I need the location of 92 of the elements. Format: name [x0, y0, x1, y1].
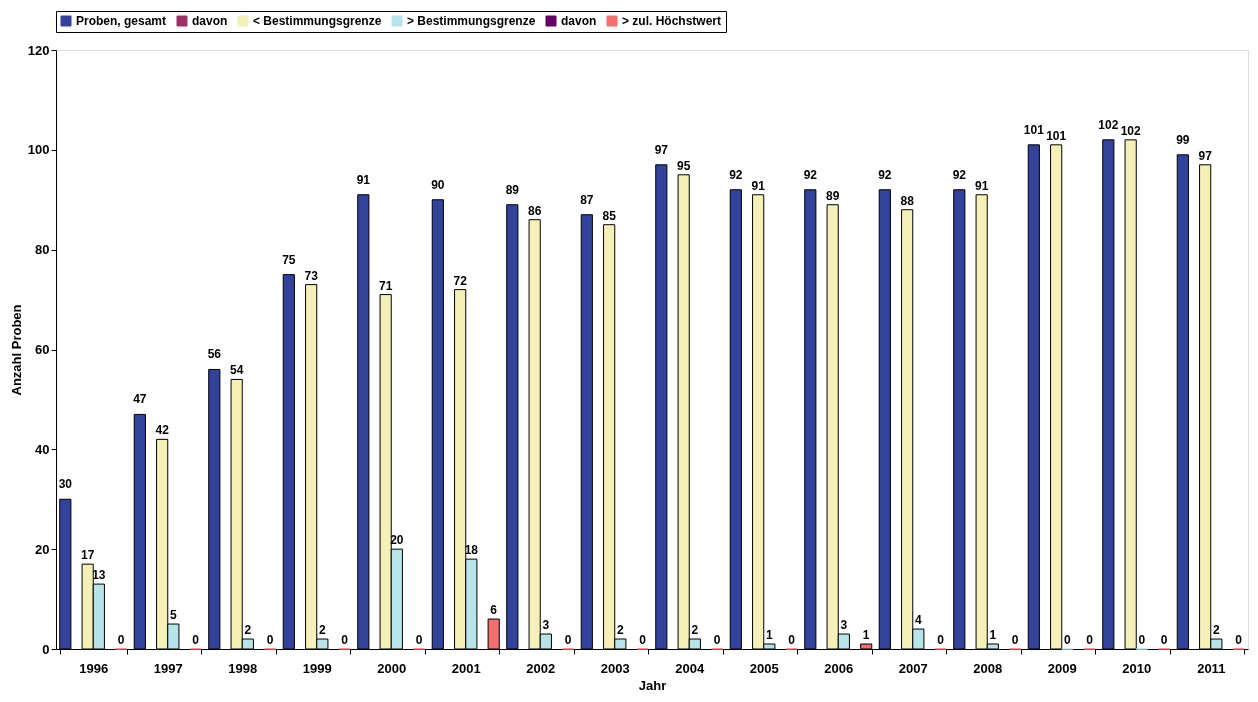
data-label: 42 — [155, 423, 170, 438]
x-tick-label: 2009 — [1047, 660, 1077, 676]
data-label: 2 — [318, 623, 326, 638]
y-tick-label: 20 — [35, 541, 50, 557]
legend-label: > zul. Höchstwert — [622, 14, 722, 28]
x-tick-label: 2002 — [526, 660, 556, 676]
data-label: 71 — [378, 278, 393, 293]
data-label: 101 — [1023, 122, 1045, 137]
data-label: 2 — [1212, 623, 1220, 638]
y-tick-label: 80 — [35, 242, 50, 258]
data-label: 0 — [564, 633, 572, 647]
x-tick-label: 2007 — [898, 660, 928, 676]
data-label: 92 — [952, 167, 967, 182]
data-label: 0 — [1160, 633, 1168, 647]
data-label: 101 — [1046, 128, 1067, 143]
data-label: 47 — [133, 392, 147, 407]
data-label: 95 — [676, 158, 691, 173]
data-label: 3 — [840, 618, 848, 633]
data-label: 91 — [974, 178, 989, 193]
x-tick-label: 2008 — [973, 660, 1003, 676]
data-label: 17 — [80, 548, 95, 563]
x-tick-label: 2003 — [600, 660, 630, 676]
x-tick-label: 1997 — [153, 660, 183, 676]
legend-label: < Bestimmungsgrenze — [253, 14, 382, 28]
data-label: 5 — [169, 608, 177, 623]
data-label: 85 — [602, 208, 617, 223]
data-label: 90 — [431, 177, 445, 192]
x-tick-label: 2005 — [749, 660, 779, 676]
x-tick-label: 1998 — [228, 660, 258, 676]
legend-label: davon — [561, 14, 597, 28]
data-label: 4 — [914, 613, 922, 628]
data-label: 0 — [1063, 633, 1071, 647]
x-tick-label: 2000 — [377, 660, 407, 676]
data-label: 2 — [616, 623, 624, 638]
x-tick-label: 2001 — [451, 660, 481, 676]
y-tick-label: 0 — [42, 641, 50, 657]
data-label: 0 — [266, 633, 274, 647]
data-label: 0 — [1011, 633, 1019, 647]
data-label: 99 — [1176, 132, 1190, 147]
data-label: 86 — [527, 203, 542, 218]
x-axis-title: Jahr — [638, 677, 667, 693]
data-label: 91 — [751, 178, 766, 193]
data-label: 89 — [825, 188, 840, 203]
data-label: 6 — [490, 603, 498, 618]
y-tick-label: 40 — [35, 441, 50, 457]
data-label: 0 — [1235, 633, 1243, 647]
x-tick-label: 2006 — [824, 660, 854, 676]
data-label: 97 — [654, 142, 669, 157]
data-label: 72 — [453, 273, 468, 288]
data-label: 88 — [900, 193, 915, 208]
data-label: 54 — [229, 363, 244, 378]
data-label: 1 — [989, 628, 997, 643]
data-label: 73 — [304, 268, 319, 283]
data-label: 1 — [765, 628, 773, 643]
data-label: 87 — [580, 192, 594, 207]
data-label: 75 — [282, 252, 296, 267]
data-label: 2 — [691, 623, 699, 638]
data-label: 0 — [639, 633, 647, 647]
data-label: 91 — [356, 172, 371, 187]
data-label: 1 — [862, 628, 870, 643]
y-tick-label: 100 — [27, 142, 50, 158]
data-label: 0 — [713, 633, 721, 647]
x-tick-label: 2004 — [675, 660, 705, 676]
legend-label: davon — [192, 14, 228, 28]
data-label: 92 — [803, 167, 818, 182]
data-label: 92 — [878, 167, 892, 182]
x-tick-label: 2010 — [1122, 660, 1152, 676]
data-label: 3 — [542, 618, 550, 633]
x-tick-label: 1999 — [302, 660, 332, 676]
data-label: 92 — [729, 167, 743, 182]
data-label: 102 — [1098, 117, 1119, 132]
y-tick-label: 60 — [35, 342, 50, 357]
y-tick-label: 120 — [27, 42, 50, 58]
data-label: 0 — [1138, 633, 1146, 647]
data-label: 102 — [1120, 123, 1141, 138]
y-axis-title: Anzahl Proben — [8, 304, 24, 396]
x-tick-label: 2011 — [1197, 660, 1226, 676]
x-tick-label: 1996 — [79, 660, 109, 676]
data-label: 0 — [341, 633, 349, 647]
data-label: 56 — [207, 347, 222, 362]
data-label: 2 — [244, 623, 252, 638]
data-label: 0 — [117, 633, 125, 647]
legend-label: > Bestimmungsgrenze — [407, 14, 536, 28]
data-label: 89 — [505, 182, 520, 197]
legend-label: Proben, gesamt — [76, 14, 167, 28]
data-label: 0 — [788, 633, 796, 647]
data-label: 0 — [192, 633, 200, 647]
data-label: 97 — [1198, 148, 1213, 163]
data-label: 0 — [1086, 633, 1094, 647]
data-label: 0 — [415, 633, 423, 647]
data-label: 30 — [58, 477, 73, 492]
data-label: 0 — [937, 633, 945, 647]
